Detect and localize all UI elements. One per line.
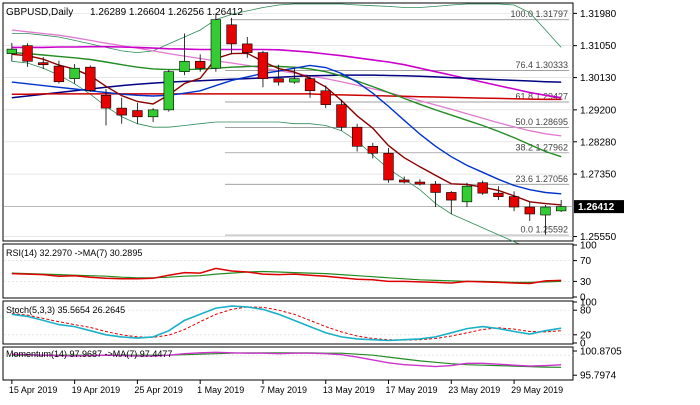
symbol-header: GBPUSD,Daily [6, 7, 73, 18]
price-tick-label: 1.27350 [580, 170, 617, 181]
momentum-line [11, 351, 562, 368]
candle-bearish [493, 192, 504, 197]
rsi-title: RSI(14) 32.2970 ->MA(7) 30.2895 [6, 248, 142, 258]
candle-bearish [53, 65, 65, 83]
candle-bearish [430, 183, 441, 193]
price-tick-label: 1.25550 [580, 232, 617, 243]
candle-bullish [69, 67, 80, 79]
rsi-panel: 100 70 30 0 RSI(14) 32.2970 ->MA(7) 30.2895 [2, 241, 597, 304]
date-tick-label: 17 May 2019 [386, 385, 438, 395]
date-tick-label: 23 May 2019 [448, 385, 500, 395]
candle-bullish [179, 60, 190, 72]
price-tick-label: 1.31980 [580, 9, 617, 20]
indicator-tick-label: 0 [580, 293, 586, 304]
ma-pink-line [11, 29, 562, 137]
candle-bullish [289, 78, 300, 83]
candle-bearish [304, 78, 316, 92]
candle-bearish [446, 192, 457, 201]
fib-level-label: 61.8 1.29427 [515, 91, 568, 101]
candle-bullish [540, 206, 551, 216]
candle-bullish [210, 19, 222, 69]
candle-bearish [351, 126, 363, 147]
candle-bullish [6, 48, 18, 54]
indicator-tick-label: 70 [580, 256, 592, 267]
indicator-tick-label: 20 [580, 330, 592, 341]
price-tick-label: 1.31050 [580, 41, 617, 52]
candle-bearish [195, 60, 206, 69]
indicator-tick-label: 100.8705 [580, 347, 622, 358]
candle-bullish [555, 206, 567, 212]
momentum-title: Momentum(14) 97.9687 ->MA(7) 97.4477 [6, 349, 172, 359]
candle-bearish [320, 90, 331, 105]
candle-bearish [477, 182, 488, 194]
date-tick-label: 29 May 2019 [511, 385, 563, 395]
candle-bearish [508, 196, 520, 208]
indicator-tick-label: 100 [580, 241, 597, 252]
current-price-badge [574, 200, 624, 214]
indicator-tick-label: 0 [580, 339, 586, 350]
candle-bullish [163, 71, 174, 111]
stoch-title: Stoch(5,3,3) 35.5654 26.2645 [6, 305, 125, 315]
candle-bearish [336, 104, 347, 128]
candle-bearish [85, 66, 96, 91]
candle-bearish [273, 78, 284, 83]
candle-bearish [226, 24, 237, 45]
candle-bearish [22, 45, 33, 62]
stoch-k-line [11, 305, 562, 342]
fib-level-label: 76.4 1.30333 [515, 60, 568, 70]
candle-bearish [383, 152, 394, 181]
candle-bearish [399, 179, 410, 183]
ma-fast-line [11, 52, 562, 206]
price-tick-label: 1.30130 [580, 73, 617, 84]
rsi-line [11, 267, 562, 285]
candle-bearish [100, 94, 112, 109]
date-tick-label: 25 Apr 2019 [134, 385, 183, 395]
candle-bearish [257, 52, 269, 79]
fib-level-label: 38.2 1.27962 [515, 142, 568, 152]
candle-bullish [461, 185, 473, 203]
ma-red-line [11, 93, 562, 101]
ma-magenta-line [11, 45, 562, 99]
price-panel: 100.0 1.31797 76.4 1.30333 61.8 1.29427 50.… [2, 2, 624, 262]
fib-level-label: 0.0 1.25592 [520, 225, 568, 235]
indicator-tick-label: 95.7974 [580, 371, 617, 382]
momentum-panel: 100.8705 95.7974 Momentum(14) 97.9687 ->M… [2, 346, 622, 382]
ma-navy-line [11, 74, 562, 99]
price-tick-label: 1.29200 [580, 105, 617, 116]
date-axis: 15 Apr 2019 19 Apr 2019 25 Apr 2019 1 May 2… [9, 380, 563, 395]
candle-bullish [147, 109, 159, 118]
fib-level-label: 50.0 1.28695 [515, 117, 568, 127]
date-tick-label: 7 May 2019 [260, 385, 307, 395]
fib-level-label: 23.6 1.27056 [515, 174, 568, 184]
date-tick-label: 13 May 2019 [323, 385, 375, 395]
candle-bearish [414, 181, 426, 185]
date-tick-label: 1 May 2019 [197, 385, 244, 395]
candle-bearish [132, 110, 143, 118]
candle-bearish [367, 145, 378, 154]
price-tick-label: 1.28280 [580, 137, 617, 148]
ma-green-line [11, 51, 562, 158]
candle-bearish [116, 107, 127, 116]
fib-level-label: 100.0 1.31797 [510, 9, 568, 19]
candle-bearish [524, 206, 535, 215]
stoch-d-line [11, 306, 562, 341]
indicator-tick-label: 100 [580, 298, 597, 309]
date-tick-label: 15 Apr 2019 [9, 385, 58, 395]
current-price-label: 1.26412 [578, 202, 615, 213]
indicator-tick-label: 30 [580, 277, 592, 288]
candle-bearish [242, 43, 253, 53]
candle-bearish [38, 62, 49, 66]
indicator-tick-label: 80 [580, 306, 592, 317]
date-tick-label: 19 Apr 2019 [72, 385, 121, 395]
ohlc-header: 1.26289 1.26604 1.26256 1.26412 [90, 7, 243, 18]
